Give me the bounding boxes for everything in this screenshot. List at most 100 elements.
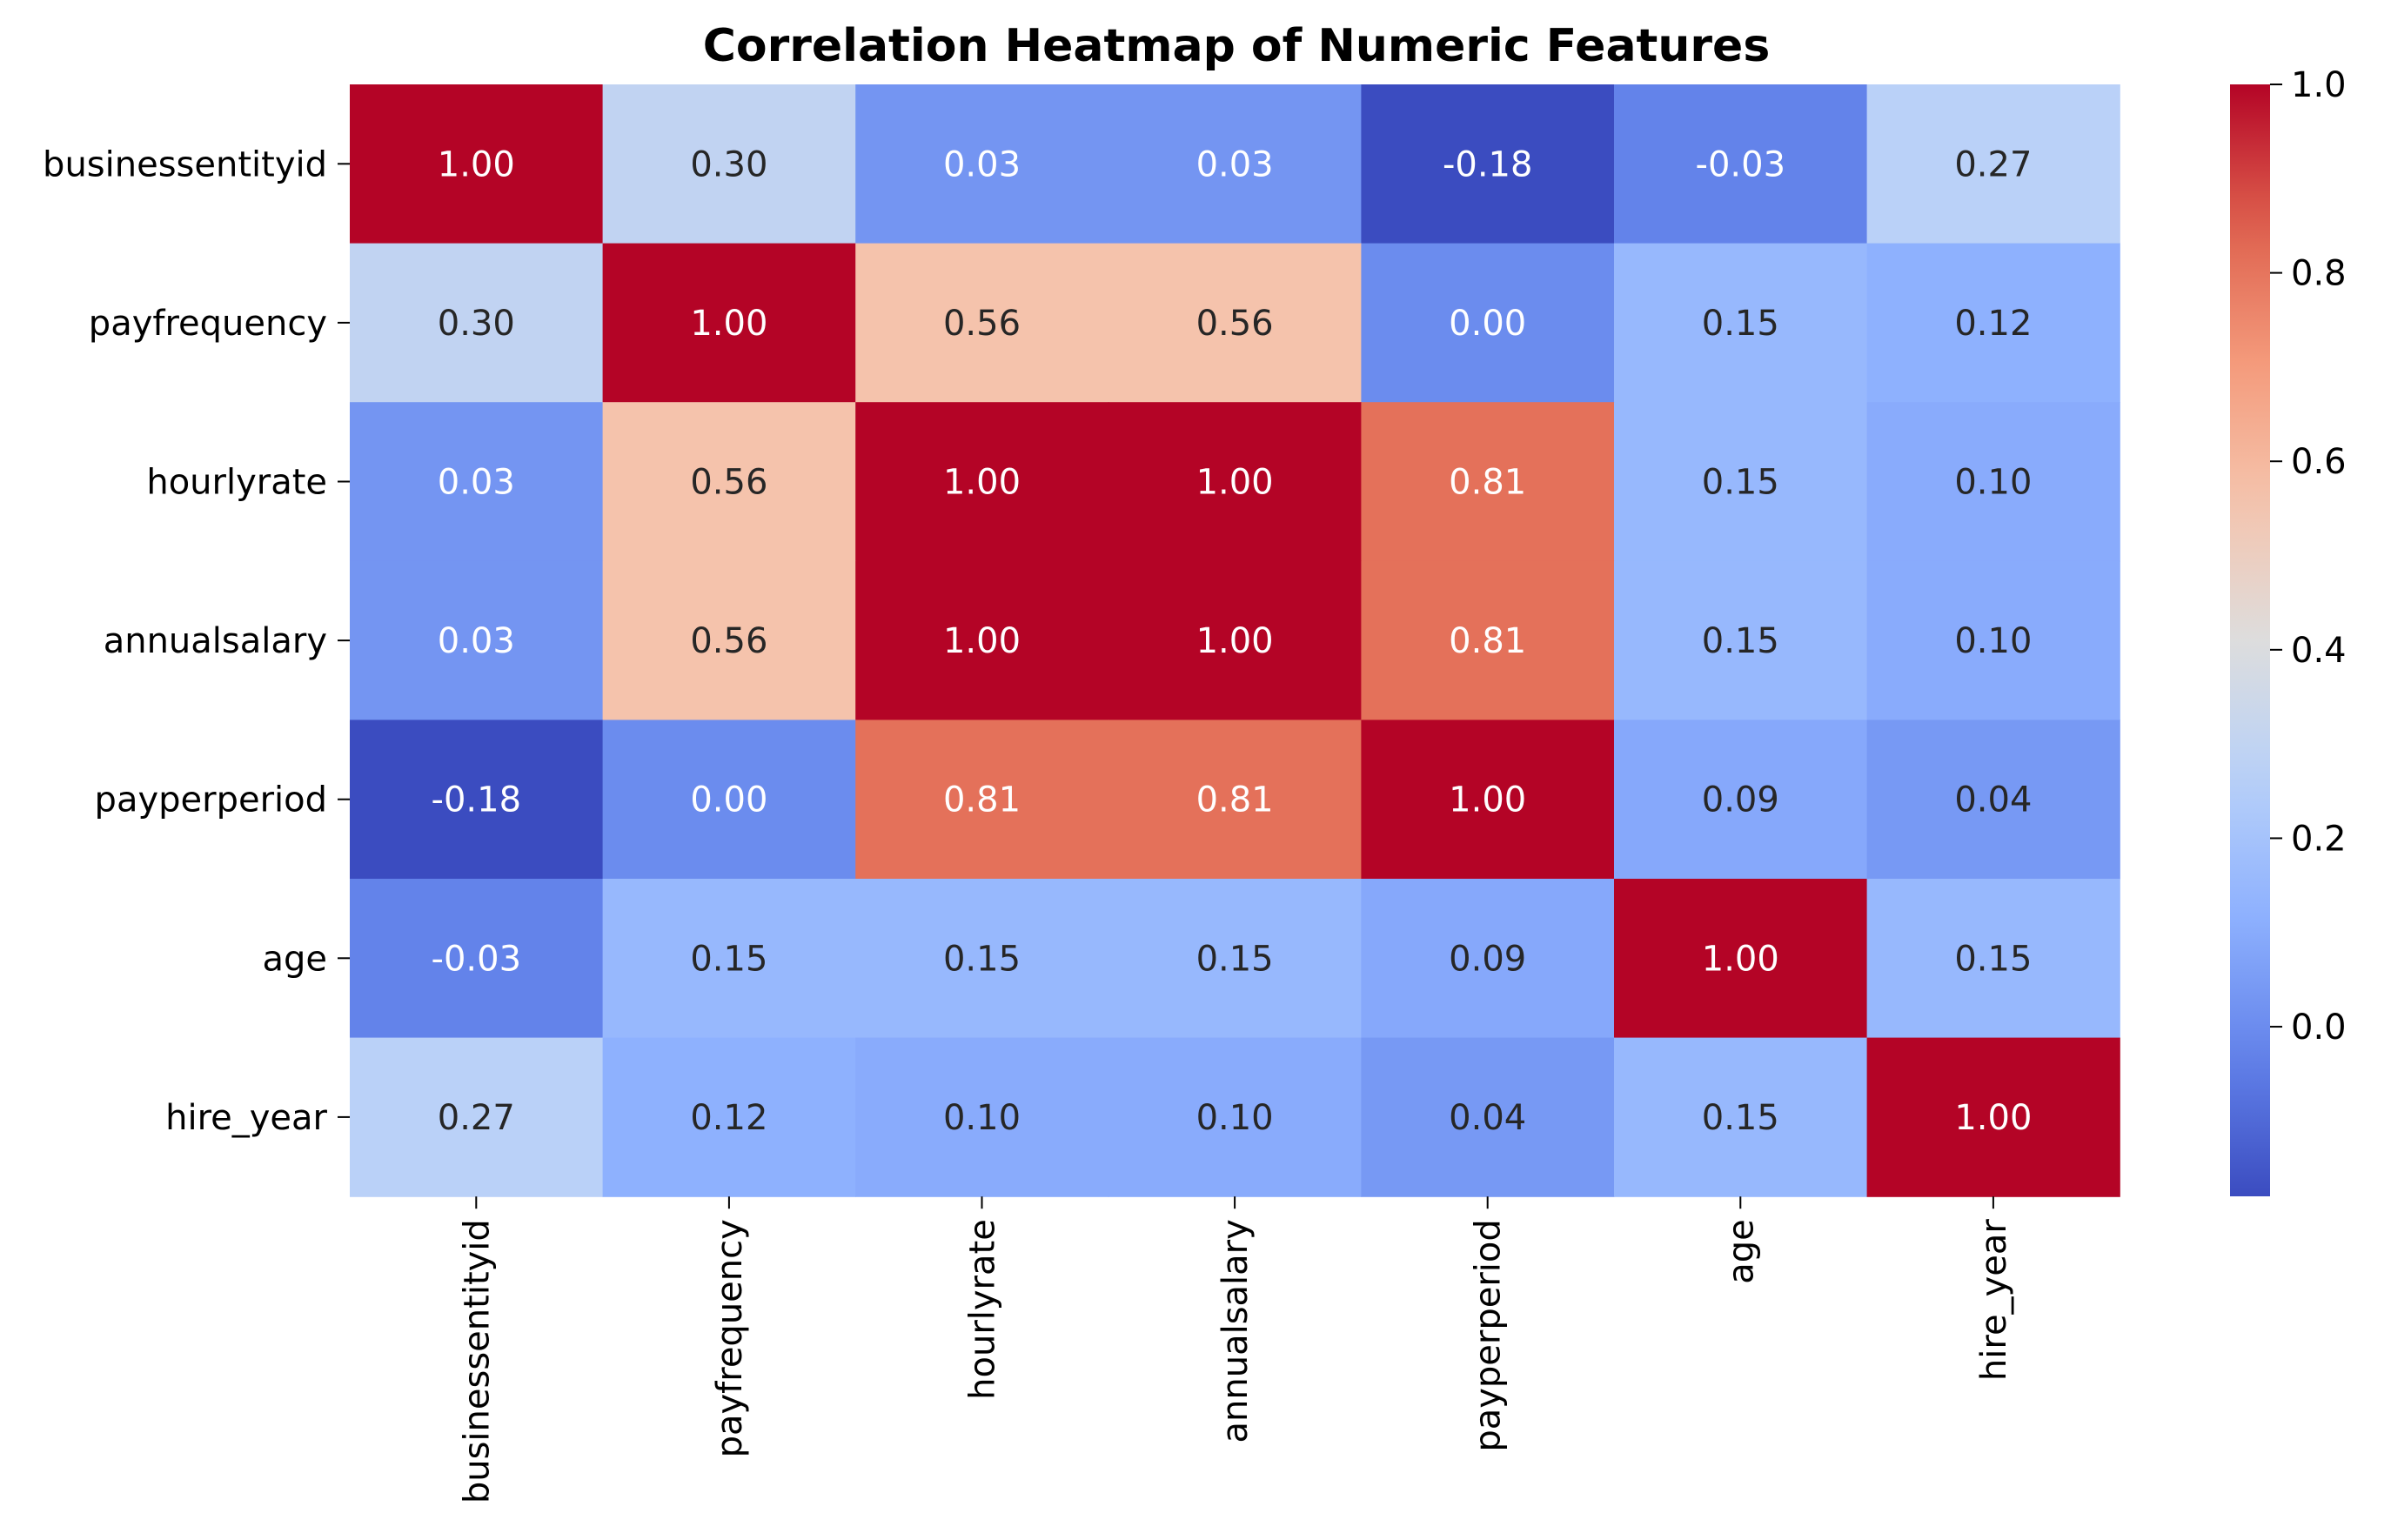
cell-value-label: 1.00 [943,463,1021,503]
heatmap-cells: 1.00 0.30 0.03 0.03 -0.18 -0.03 0.27 0.30 1.00 0.… [350,84,2120,1197]
heatmap-cell [1866,720,2120,880]
heatmap-cell [350,1037,604,1197]
heatmap-cell [855,1037,1109,1197]
cell-value-label: 1.00 [438,144,515,184]
chart-title: Correlation Heatmap of Numeric Features [703,20,1771,72]
cell-value-label: 0.12 [690,1098,767,1138]
colorbar-tick-label: 0.6 [2291,442,2347,482]
heatmap-cell [1361,1037,1615,1197]
heatmap-cell [1614,720,1868,880]
cell-value-label: 0.12 [1954,304,2032,344]
cell-value-label: 0.81 [1449,463,1526,503]
heatmap-cell [1108,560,1362,720]
cell-value-label: 0.00 [1449,304,1526,344]
heatmap-cell [1614,560,1868,720]
cell-value-label: 0.27 [1954,144,2032,184]
x-tick-label: hourlyrate [963,1219,1003,1400]
colorbar: 0.0 0.2 0.4 0.6 0.8 1.0 [2230,65,2347,1196]
cell-value-label: 0.56 [690,463,767,503]
heatmap-cell [855,720,1109,880]
cell-value-label: 1.00 [690,304,767,344]
colorbar-tick-label: 0.8 [2291,254,2347,294]
heatmap-cell [1866,402,2120,562]
heatmap-cell [602,560,856,720]
cell-value-label: 0.04 [1954,780,2032,820]
cell-value-label: 0.81 [1196,780,1274,820]
cell-value-label: -0.18 [432,780,522,820]
cell-value-label: 0.00 [690,780,767,820]
cell-value-label: 0.10 [1196,1098,1274,1138]
cell-value-label: 1.00 [1449,780,1526,820]
heatmap-cell [350,402,604,562]
heatmap-cell [1614,243,1868,403]
heatmap-cell [350,560,604,720]
heatmap-cell [1614,84,1868,244]
x-tick-label: businessentityid [457,1219,497,1503]
cell-value-label: 0.15 [1954,939,2032,979]
heatmap-cell [855,402,1109,562]
x-tick-label: age [1721,1219,1761,1284]
cell-value-label: 0.04 [1449,1098,1526,1138]
heatmap-cell [855,243,1109,403]
heatmap-cell [1614,1037,1868,1197]
heatmap-cell [602,243,856,403]
heatmap-cell [1108,879,1362,1039]
cell-value-label: 0.81 [1449,621,1526,661]
x-tick-label: payfrequency [710,1219,750,1457]
y-axis-labels: businessentityid payfrequency hourlyrate an… [43,144,350,1138]
heatmap-cell [1614,879,1868,1039]
y-tick-label: annualsalary [104,621,327,661]
cell-value-label: 0.56 [1196,304,1274,344]
heatmap-cell [1108,402,1362,562]
heatmap-cell [602,720,856,880]
heatmap-cell [1108,84,1362,244]
cell-value-label: 0.30 [438,304,515,344]
heatmap-cell [1866,560,2120,720]
cell-value-label: 0.15 [1196,939,1274,979]
heatmap-cell [1866,243,2120,403]
heatmap-cell [1866,879,2120,1039]
cell-value-label: 1.00 [1702,939,1779,979]
cell-value-label: 0.10 [1954,463,2032,503]
colorbar-tick-label: 0.0 [2291,1008,2347,1048]
heatmap-cell [350,243,604,403]
heatmap-cell [1108,1037,1362,1197]
colorbar-tick-label: 0.4 [2291,631,2347,671]
cell-value-label: 0.03 [943,144,1021,184]
heatmap-cell [1361,720,1615,880]
heatmap-cell [1361,402,1615,562]
x-tick-label: payperperiod [1469,1219,1509,1451]
cell-value-label: 0.15 [943,939,1021,979]
heatmap-cell [350,84,604,244]
heatmap-cell [1361,84,1615,244]
x-tick-label: hire_year [1974,1219,2014,1381]
heatmap-cell [1361,879,1615,1039]
cell-value-label: 0.10 [943,1098,1021,1138]
cell-value-label: 1.00 [1954,1098,2032,1138]
heatmap-cell [855,84,1109,244]
cell-value-label: 0.15 [690,939,767,979]
heatmap-cell [855,560,1109,720]
y-tick-label: hourlyrate [146,463,327,503]
x-axis-labels: businessentityid payfrequency hourlyrate an… [457,1196,2014,1503]
y-tick-label: businessentityid [43,144,327,184]
heatmap-cell [1361,560,1615,720]
heatmap-cell [855,879,1109,1039]
cell-value-label: 0.27 [438,1098,515,1138]
y-tick-label: hire_year [165,1098,327,1138]
cell-value-label: 0.56 [690,621,767,661]
heatmap-cell [602,879,856,1039]
colorbar-gradient [2230,84,2270,1196]
heatmap-cell [1108,720,1362,880]
cell-value-label: 0.03 [1196,144,1274,184]
heatmap-cell [350,879,604,1039]
heatmap-cell [1361,243,1615,403]
y-tick-label: payfrequency [89,304,327,344]
cell-value-label: 0.10 [1954,621,2032,661]
cell-value-label: -0.18 [1443,144,1533,184]
cell-value-label: 0.03 [438,621,515,661]
cell-value-label: 1.00 [1196,621,1274,661]
heatmap-cell [350,720,604,880]
heatmap-cell [602,402,856,562]
